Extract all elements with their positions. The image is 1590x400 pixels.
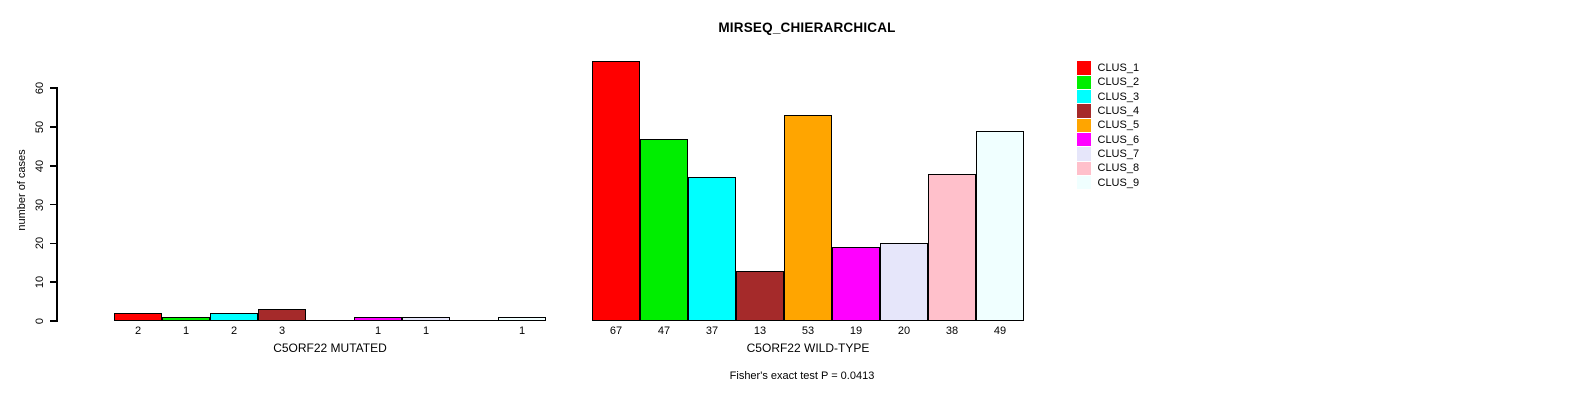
legend-swatch-icon <box>1077 61 1091 75</box>
legend-label: CLUS_2 <box>1097 76 1140 89</box>
y-tick-mark <box>50 126 57 128</box>
y-tick-label: 40 <box>34 159 46 172</box>
legend-swatch-icon <box>1077 132 1091 147</box>
legend-item-clus_6: CLUS_6 <box>1077 132 1140 147</box>
bar-value-label: 67 <box>609 325 623 337</box>
bar-value-label: 38 <box>945 325 959 337</box>
legend-label: CLUS_4 <box>1097 104 1140 117</box>
bar-clus_9 <box>498 317 546 321</box>
bar-value-label: 2 <box>134 325 142 337</box>
legend-item-clus_2: CLUS_2 <box>1077 75 1140 90</box>
y-axis-label: number of cases <box>16 149 28 231</box>
bar-value-label: 47 <box>657 325 671 337</box>
bar-value-label: 1 <box>422 325 430 337</box>
bar-value-label: 19 <box>849 325 863 337</box>
bar-clus_8 <box>928 173 976 321</box>
chart-title: MIRSEQ_CHIERARCHICAL <box>718 20 896 35</box>
legend-swatch-icon <box>1077 75 1091 90</box>
y-tick-label: 50 <box>34 120 46 134</box>
bar-clus_7 <box>402 317 450 321</box>
y-tick-label: 10 <box>34 276 46 289</box>
bar-clus_3 <box>210 313 258 321</box>
bar-clus_9 <box>976 130 1024 321</box>
y-tick-label: 20 <box>34 237 46 250</box>
legend-label: CLUS_3 <box>1097 90 1140 103</box>
bar-value-label: 13 <box>753 325 767 337</box>
bar-value-label: 2 <box>230 325 238 337</box>
legend-swatch-icon <box>1077 175 1091 190</box>
bar-value-label: 1 <box>182 325 190 337</box>
bar-clus_5 <box>784 115 832 321</box>
bar-value-label: 37 <box>705 325 719 337</box>
bar-value-label: 49 <box>993 325 1007 337</box>
bar-value-label: 3 <box>278 325 286 337</box>
bar-clus_6 <box>832 247 880 321</box>
y-tick-mark <box>50 87 57 89</box>
legend-item-clus_3: CLUS_3 <box>1077 89 1140 104</box>
legend-swatch-icon <box>1077 104 1091 118</box>
legend-label: CLUS_8 <box>1097 162 1140 175</box>
bar-clus_4 <box>258 309 306 321</box>
legend-label: CLUS_9 <box>1097 176 1140 189</box>
y-tick-mark <box>50 320 57 322</box>
legend-label: CLUS_6 <box>1097 133 1140 146</box>
legend-item-clus_8: CLUS_8 <box>1077 161 1140 176</box>
bar-clus_2 <box>162 317 210 321</box>
bar-value-label: 20 <box>897 325 911 337</box>
bar-value-label: 1 <box>518 325 526 337</box>
legend-swatch-icon <box>1077 89 1091 104</box>
group-label-wildtype: C5ORF22 WILD-TYPE <box>746 341 870 355</box>
legend-item-clus_7: CLUS_7 <box>1077 147 1139 161</box>
y-tick-label: 60 <box>34 82 46 95</box>
y-tick-mark <box>50 281 57 283</box>
bar-clus_4 <box>736 270 784 321</box>
bar-clus_1 <box>114 313 162 321</box>
group-label-mutated: C5ORF22 MUTATED <box>273 341 387 355</box>
legend-item-clus_5: CLUS_5 <box>1077 118 1140 133</box>
legend-item-clus_1: CLUS_1 <box>1077 61 1139 75</box>
bar-clus_2 <box>640 138 688 321</box>
zero-bar-clus_5 <box>306 319 354 321</box>
bar-clus_1 <box>592 61 640 321</box>
y-tick-mark <box>50 242 57 245</box>
y-tick-label: 0 <box>34 317 46 325</box>
bar-value-label: 1 <box>374 325 382 337</box>
bar-value-label: 53 <box>801 325 815 337</box>
legend-item-clus_9: CLUS_9 <box>1077 175 1140 190</box>
legend-swatch-icon <box>1077 118 1091 133</box>
bar-clus_3 <box>688 177 736 321</box>
legend-label: CLUS_7 <box>1097 147 1140 160</box>
legend-label: CLUS_1 <box>1097 62 1140 74</box>
legend-swatch-icon <box>1077 147 1091 161</box>
fisher-test-annotation: Fisher's exact test P = 0.0413 <box>729 370 875 382</box>
legend-swatch-icon <box>1077 161 1091 176</box>
y-tick-mark <box>50 165 57 167</box>
y-tick-mark <box>50 203 57 206</box>
zero-bar-clus_8 <box>450 319 498 321</box>
y-tick-label: 30 <box>34 198 46 211</box>
legend-item-clus_4: CLUS_4 <box>1077 104 1139 118</box>
bar-clus_7 <box>880 243 928 321</box>
legend-label: CLUS_5 <box>1097 119 1140 132</box>
bar-clus_6 <box>354 317 402 321</box>
